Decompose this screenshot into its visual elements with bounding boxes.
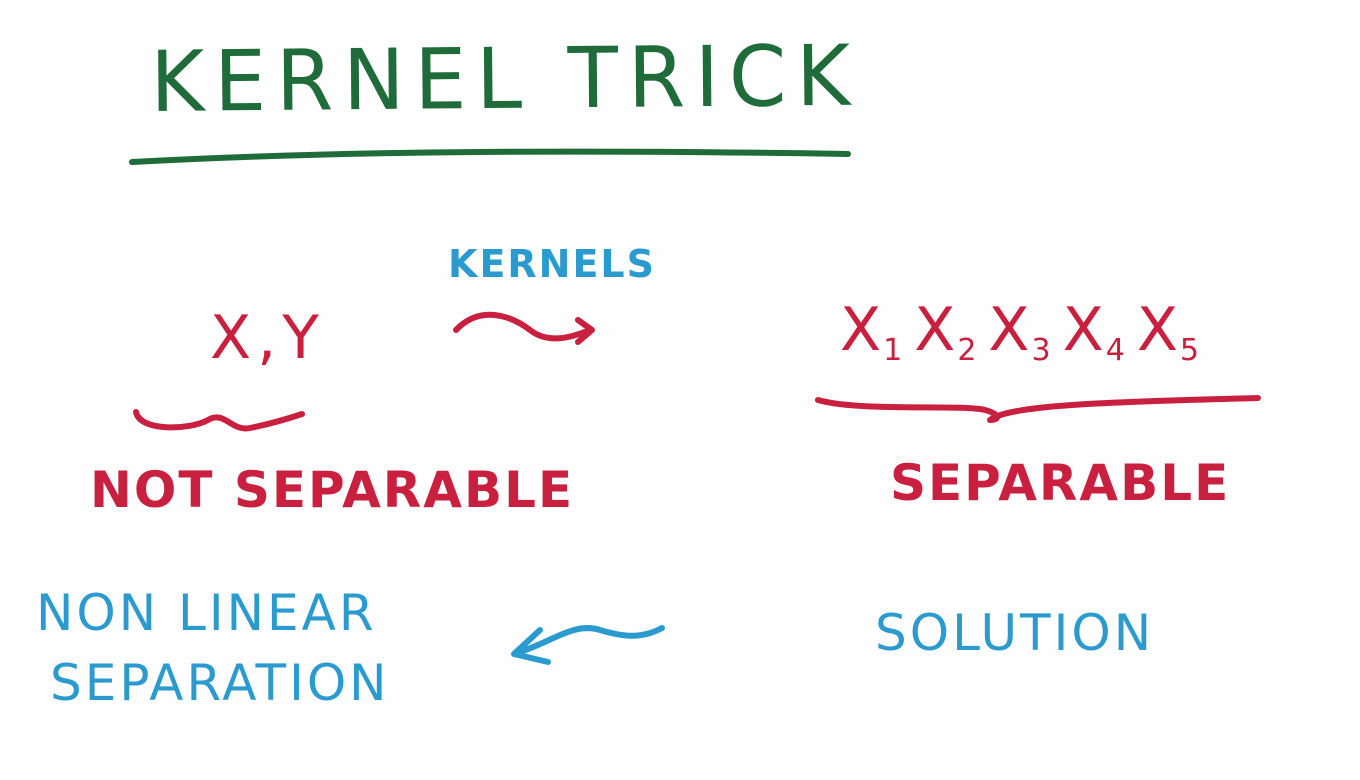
left-brace [133, 409, 305, 432]
kernels-arrow-head [575, 317, 595, 345]
mapped-feature-1: X1 [840, 295, 905, 368]
kernels-arrow [453, 311, 593, 342]
title-underline [129, 148, 851, 165]
feature-y: Y [282, 303, 321, 373]
mapped-feature-2: X2 [914, 295, 979, 368]
title: KERNEL TRICK [149, 26, 861, 131]
mapped-feature-4: X4 [1062, 295, 1127, 368]
separation-label: SEPARATION [50, 654, 390, 712]
solution-arrow-head [511, 627, 551, 665]
input-features: X,Y [210, 308, 321, 368]
non-linear-label: NON LINEAR [36, 584, 377, 642]
mapped-feature-5: X5 [1136, 295, 1202, 368]
solution-label: SOLUTION [875, 604, 1155, 662]
feature-separator: , [257, 303, 279, 373]
mapped-feature-3: X3 [988, 295, 1053, 368]
kernels-label: KERNELS [448, 242, 657, 286]
solution-arrow [517, 625, 665, 655]
right-brace [815, 395, 1261, 423]
feature-x: X [210, 303, 254, 373]
not-separable-label: NOT SEPARABLE [90, 461, 575, 519]
mapped-features: X1 X2 X3 X4 X5 [840, 300, 1211, 366]
separable-label: SEPARABLE [890, 454, 1231, 512]
